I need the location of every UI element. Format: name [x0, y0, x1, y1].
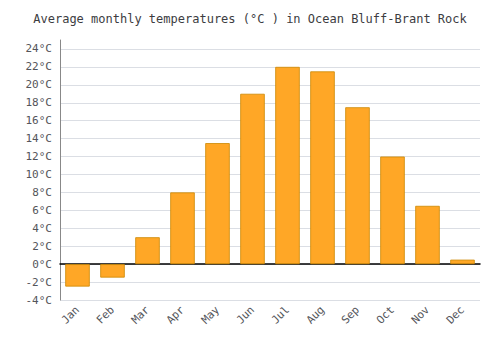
svg-text:Aug: Aug — [304, 303, 327, 326]
svg-text:-2°C: -2°C — [26, 276, 53, 289]
svg-text:Oct: Oct — [374, 303, 397, 326]
svg-text:Jan: Jan — [59, 303, 82, 326]
svg-text:4°C: 4°C — [32, 222, 52, 235]
svg-text:Jun: Jun — [234, 303, 257, 326]
svg-text:Jul: Jul — [269, 303, 292, 326]
svg-text:8°C: 8°C — [32, 186, 52, 199]
svg-text:Average monthly temperatures (: Average monthly temperatures (°C ) in Oc… — [33, 12, 467, 26]
svg-text:6°C: 6°C — [32, 204, 52, 217]
svg-text:20°C: 20°C — [26, 78, 53, 91]
svg-text:Nov: Nov — [409, 303, 432, 326]
svg-text:18°C: 18°C — [26, 96, 53, 109]
svg-text:Sep: Sep — [339, 303, 362, 326]
svg-text:Mar: Mar — [129, 303, 152, 326]
svg-text:2°C: 2°C — [32, 240, 52, 253]
svg-text:22°C: 22°C — [26, 60, 53, 73]
svg-text:12°C: 12°C — [26, 150, 53, 163]
svg-text:May: May — [199, 303, 222, 326]
svg-text:14°C: 14°C — [26, 132, 53, 145]
svg-text:Dec: Dec — [444, 303, 467, 326]
svg-text:24°C: 24°C — [26, 42, 53, 55]
svg-text:-4°C: -4°C — [26, 294, 53, 307]
svg-text:16°C: 16°C — [26, 114, 53, 127]
svg-text:Feb: Feb — [94, 303, 117, 326]
svg-text:0°C: 0°C — [32, 258, 52, 271]
svg-text:Apr: Apr — [164, 303, 187, 326]
svg-text:10°C: 10°C — [26, 168, 53, 181]
